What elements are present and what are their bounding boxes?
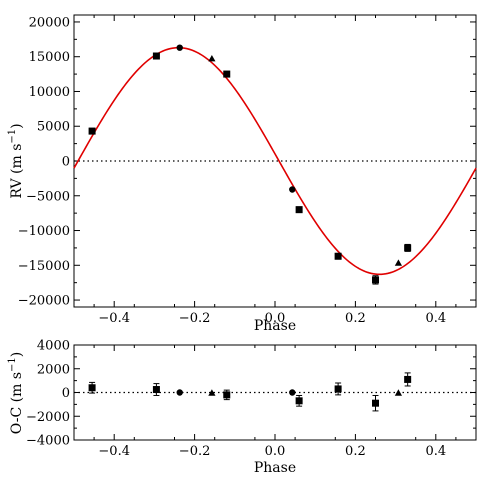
rv-x-tick-label: −0.2 [179,311,211,326]
rv-point-triangle [208,55,216,62]
oc-y-tick-label: −2000 [26,410,70,425]
rv-point-square [152,52,160,60]
oc-point-triangle [208,389,216,396]
rv-y-tick-label: −15000 [18,259,70,274]
rv-y-ticks: −20000 −15000 −10000 −5000 0 5000 10000 15000 20… [18,15,476,309]
oc-panel: −4000 −2000 0 2000 4000 −0.4 −0.2 0.0 0.2 0.4 Ph… [7,339,477,476]
oc-x-tick-label: 0.0 [265,444,286,459]
oc-plot-frame [73,344,477,441]
rv-point-square [295,206,303,214]
oc-x-tick-label: 0.4 [425,444,446,459]
rv-model-curve [73,46,477,276]
rv-y-label-sup: −1 [7,129,18,144]
rv-y-axis-label: RV (m s−1) [7,123,25,198]
oc-point-circle [176,389,183,396]
rv-data-points [88,44,412,285]
oc-x-tick-label: −0.4 [98,444,130,459]
rv-y-tick-label: 5000 [37,120,70,135]
rv-panel: −20000 −15000 −10000 −5000 0 5000 10000 15000 20… [7,14,477,334]
oc-point-square [295,397,303,405]
rv-point-circle [289,186,296,193]
oc-y-ticks: −4000 −2000 0 2000 4000 [26,339,476,449]
oc-point-square [223,391,231,399]
oc-point-circle [289,389,296,396]
oc-x-axis-label: Phase [254,460,296,476]
oc-point-triangle [394,389,403,396]
oc-y-tick-label: 4000 [37,339,70,354]
rv-point-square [88,127,96,135]
oc-y-label-text: O-C (m s [9,372,25,434]
rv-point-circle [176,44,183,51]
rv-y-tick-label: −20000 [18,294,70,309]
rv-y-tick-label: −10000 [18,224,70,239]
rv-plot-frame [73,14,477,308]
rv-x-tick-label: −0.4 [98,311,130,326]
rv-y-tick-label: 15000 [29,50,70,65]
oc-point-square [372,399,379,407]
rv-x-axis-label: Phase [254,318,296,334]
oc-point-square [152,386,160,394]
oc-point-square [404,375,412,383]
oc-y-label-sup: −1 [7,357,18,372]
rv-y-tick-label: 0 [62,155,70,170]
oc-y-tick-label: 2000 [37,362,70,377]
oc-point-square [334,385,342,393]
oc-y-tick-label: 0 [62,386,70,401]
rv-point-triangle [394,259,403,266]
rv-y-tick-label: −5000 [26,189,70,204]
rv-point-square [404,244,412,252]
oc-x-tick-label: 0.2 [345,444,366,459]
rv-x-tick-label: 0.2 [345,311,366,326]
oc-y-label-close: ) [9,352,25,357]
rv-y-tick-label: 20000 [29,15,70,30]
rv-point-square [223,70,231,78]
rv-point-square [334,252,342,260]
rv-x-tick-label: 0.4 [425,311,446,326]
oc-y-tick-label: −4000 [26,434,70,449]
rv-x-tick-label: 0.0 [265,311,286,326]
rv-x-ticks: −0.4 −0.2 0.0 0.2 0.4 [93,15,457,326]
rv-y-tick-label: 10000 [29,85,70,100]
oc-x-ticks: −0.4 −0.2 0.0 0.2 0.4 [93,345,457,459]
oc-point-square [88,384,96,392]
rv-point-square [372,276,379,284]
rv-y-label-close: ) [9,123,25,128]
oc-data-points [88,372,412,412]
oc-y-axis-label: O-C (m s−1) [7,352,25,434]
oc-x-tick-label: −0.2 [179,444,211,459]
rv-y-label-text: RV (m s [9,144,25,199]
